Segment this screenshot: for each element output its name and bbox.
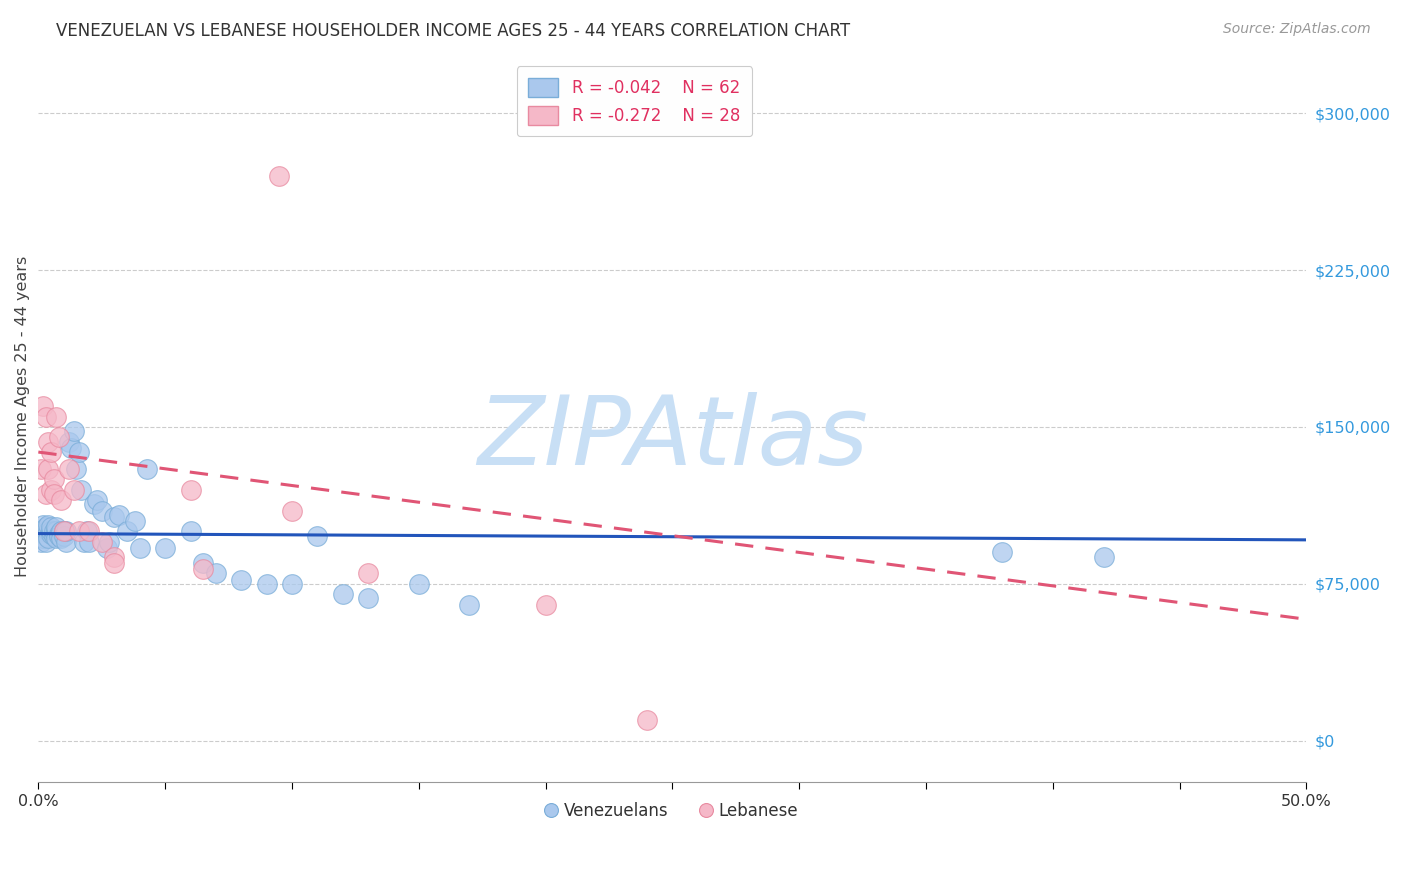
Point	[281, 503, 304, 517]
Point	[32, 399, 55, 413]
Point	[49, 531, 72, 545]
Point	[408, 576, 430, 591]
Point	[193, 556, 215, 570]
Point	[103, 549, 125, 564]
Point	[63, 424, 86, 438]
Point	[179, 524, 201, 539]
Point	[307, 529, 329, 543]
Legend: Venezuelans, Lebanese: Venezuelans, Lebanese	[540, 796, 804, 827]
Point	[39, 524, 62, 539]
Point	[636, 713, 658, 727]
Point	[55, 524, 77, 539]
Point	[37, 434, 59, 449]
Point	[136, 462, 159, 476]
Point	[103, 509, 125, 524]
Point	[77, 524, 100, 539]
Point	[65, 462, 87, 476]
Point	[55, 535, 77, 549]
Point	[35, 409, 58, 424]
Point	[115, 524, 138, 539]
Point	[49, 524, 72, 539]
Y-axis label: Householder Income Ages 25 - 44 years: Householder Income Ages 25 - 44 years	[15, 256, 30, 577]
Point	[39, 520, 62, 534]
Point	[52, 524, 75, 539]
Point	[42, 472, 65, 486]
Point	[45, 524, 67, 539]
Point	[76, 524, 98, 539]
Point	[90, 535, 112, 549]
Point	[269, 169, 291, 183]
Point	[103, 556, 125, 570]
Point	[42, 529, 65, 543]
Point	[58, 462, 80, 476]
Text: ZIPAtlas: ZIPAtlas	[477, 392, 868, 485]
Point	[35, 535, 58, 549]
Point	[193, 562, 215, 576]
Point	[98, 535, 121, 549]
Point	[42, 487, 65, 501]
Point	[67, 445, 90, 459]
Point	[73, 535, 96, 549]
Point	[45, 520, 67, 534]
Point	[35, 487, 58, 501]
Point	[60, 441, 83, 455]
Point	[67, 524, 90, 539]
Point	[179, 483, 201, 497]
Point	[30, 535, 52, 549]
Point	[37, 531, 59, 545]
Point	[39, 445, 62, 459]
Point	[35, 524, 58, 539]
Point	[96, 541, 118, 556]
Point	[35, 520, 58, 534]
Point	[83, 497, 105, 511]
Point	[30, 524, 52, 539]
Point	[32, 518, 55, 533]
Point	[90, 503, 112, 517]
Point	[30, 462, 52, 476]
Point	[86, 493, 108, 508]
Point	[48, 529, 70, 543]
Point	[70, 483, 93, 497]
Point	[45, 531, 67, 545]
Point	[77, 535, 100, 549]
Point	[32, 524, 55, 539]
Point	[42, 524, 65, 539]
Text: Source: ZipAtlas.com: Source: ZipAtlas.com	[1223, 22, 1371, 37]
Point	[48, 430, 70, 444]
Point	[49, 493, 72, 508]
Point	[39, 483, 62, 497]
Point	[37, 462, 59, 476]
Point	[63, 483, 86, 497]
Point	[332, 587, 354, 601]
Text: VENEZUELAN VS LEBANESE HOUSEHOLDER INCOME AGES 25 - 44 YEARS CORRELATION CHART: VENEZUELAN VS LEBANESE HOUSEHOLDER INCOM…	[56, 22, 851, 40]
Point	[458, 598, 481, 612]
Point	[124, 514, 146, 528]
Point	[1092, 549, 1115, 564]
Point	[991, 545, 1014, 559]
Point	[39, 526, 62, 541]
Point	[256, 576, 278, 591]
Point	[231, 573, 253, 587]
Point	[52, 529, 75, 543]
Point	[534, 598, 557, 612]
Point	[128, 541, 150, 556]
Point	[357, 566, 380, 581]
Point	[48, 526, 70, 541]
Point	[35, 529, 58, 543]
Point	[205, 566, 228, 581]
Point	[357, 591, 380, 606]
Point	[37, 518, 59, 533]
Point	[153, 541, 176, 556]
Point	[52, 524, 75, 539]
Point	[108, 508, 131, 522]
Point	[281, 576, 304, 591]
Point	[58, 434, 80, 449]
Point	[45, 409, 67, 424]
Point	[32, 531, 55, 545]
Point	[37, 524, 59, 539]
